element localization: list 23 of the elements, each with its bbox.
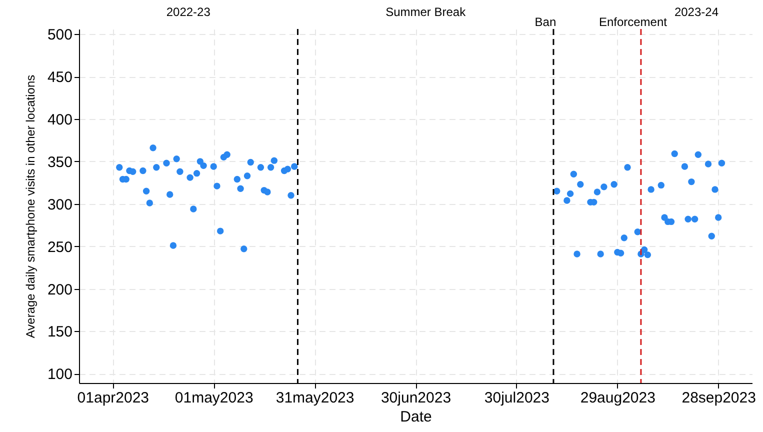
y-axis-title: Average daily smartphone visits in other locations: [23, 74, 38, 338]
y-tick-label: 450: [47, 69, 72, 86]
x-tick-label: 01may2023: [174, 390, 254, 406]
y-tick-label: 300: [47, 196, 72, 214]
x-tick-label: 28sep2023: [682, 390, 756, 406]
x-tick-label: 31may2023: [276, 390, 354, 406]
x-tick-label: 01apr2023: [77, 390, 150, 406]
text: 2023-24: [674, 5, 719, 19]
y-tick-label: 500: [47, 26, 72, 44]
y-tick-label: 100: [47, 366, 72, 384]
x-tick-label: 30jul2023: [484, 390, 550, 406]
y-tick-label: 400: [47, 111, 72, 128]
y-tick-label: 200: [47, 281, 72, 298]
x-tick-label: 29aug2023: [580, 390, 656, 406]
text: Summer Break: [386, 5, 467, 19]
y-tick-label: 350: [47, 154, 72, 171]
x-axis-title: Date: [400, 408, 432, 426]
ref-line-label: Enforcement: [598, 15, 668, 29]
text: 2022-23: [166, 5, 211, 19]
ref-line-label: Ban: [534, 15, 556, 29]
x-tick-label: 30jun2023: [380, 390, 452, 406]
y-tick-label: 250: [47, 238, 72, 256]
y-tick-label: 150: [47, 324, 72, 341]
